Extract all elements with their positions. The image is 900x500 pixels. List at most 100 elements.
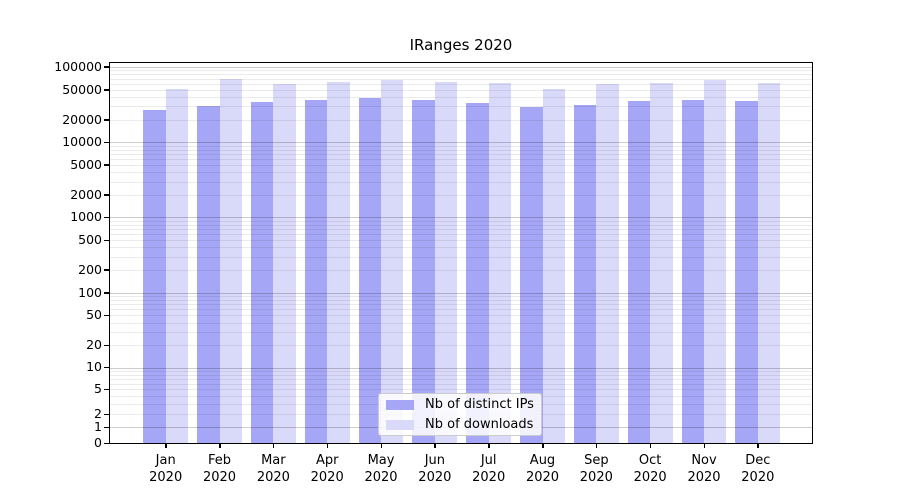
x-tick-label-mar: Mar 2020 <box>246 452 300 486</box>
y-tick-mark <box>104 442 109 444</box>
x-tick-mark <box>219 444 221 448</box>
legend: Nb of distinct IPs Nb of downloads <box>378 393 542 436</box>
x-tick-month: Jun <box>424 453 445 468</box>
bar-downloads-feb <box>219 78 242 443</box>
y-tick-label: 0 <box>94 435 102 450</box>
gridline <box>110 70 812 72</box>
bar-distinct-ips-aug <box>520 106 543 443</box>
bar-downloads-jul <box>488 83 512 443</box>
y-tick-label: 50000 <box>62 81 102 97</box>
x-tick-month: Jul <box>480 453 497 468</box>
legend-label-distinct-ips: Nb of distinct IPs <box>425 397 534 412</box>
bar-distinct-ips-feb <box>197 106 220 443</box>
y-tick-label: 10 <box>86 359 102 375</box>
x-tick-month: May <box>367 453 395 468</box>
bar-distinct-ips-apr <box>304 100 328 443</box>
y-tick-mark <box>104 344 109 347</box>
plot-area <box>109 62 813 444</box>
x-tick-label-jun: Jun 2020 <box>408 452 462 486</box>
x-tick-year: 2020 <box>579 470 613 485</box>
x-tick-year: 2020 <box>364 470 398 485</box>
legend-swatch-downloads-icon <box>386 419 414 430</box>
x-tick-year: 2020 <box>687 470 721 485</box>
bar-downloads-sep <box>596 84 619 443</box>
x-tick-year: 2020 <box>525 470 560 485</box>
bar-downloads-apr <box>327 82 350 443</box>
x-tick-month: Dec <box>745 453 771 468</box>
x-tick-month: Nov <box>691 453 717 468</box>
y-tick-mark <box>104 292 109 294</box>
x-tick-label-dec: Dec 2020 <box>731 452 785 486</box>
bar-distinct-ips-jun <box>412 100 435 443</box>
x-tick-year: 2020 <box>256 470 290 485</box>
y-tick-mark <box>104 119 109 121</box>
bar-distinct-ips-dec <box>735 101 758 443</box>
x-tick-mark <box>703 444 705 448</box>
y-tick-mark <box>104 194 109 196</box>
bar-distinct-ips-oct <box>627 101 651 443</box>
x-tick-mark <box>649 444 652 448</box>
gridline <box>110 67 812 68</box>
bar-downloads-jan <box>165 88 189 443</box>
x-tick-mark <box>272 444 275 448</box>
x-tick-label-apr: Apr 2020 <box>300 452 354 486</box>
x-tick-label-nov: Nov 2020 <box>677 452 731 486</box>
x-tick-month: Aug <box>529 453 556 468</box>
y-tick-mark <box>104 366 109 369</box>
x-tick-label-feb: Feb 2020 <box>193 452 247 486</box>
y-tick-label: 200 <box>78 261 102 277</box>
y-tick-mark <box>104 388 109 391</box>
x-tick-label-oct: Oct 2020 <box>623 452 677 486</box>
x-tick-year: 2020 <box>149 470 183 485</box>
x-tick-year: 2020 <box>418 470 452 485</box>
y-tick-label: 5 <box>94 381 102 397</box>
x-tick-month: Jan <box>155 453 176 468</box>
x-tick-year: 2020 <box>310 470 344 485</box>
y-tick-mark <box>104 66 109 68</box>
y-tick-mark <box>104 164 109 166</box>
bar-distinct-ips-may <box>358 97 381 443</box>
x-tick-month: Sep <box>584 453 609 468</box>
bar-downloads-dec <box>757 82 781 443</box>
y-tick-label: 500 <box>78 232 102 248</box>
x-tick-label-sep: Sep 2020 <box>569 452 623 486</box>
bar-downloads-nov <box>704 79 727 443</box>
y-tick-mark <box>104 413 109 416</box>
x-tick-mark <box>380 444 383 448</box>
bar-distinct-ips-sep <box>573 104 597 443</box>
legend-item-distinct-ips: Nb of distinct IPs <box>379 396 541 413</box>
x-tick-mark <box>757 444 759 448</box>
legend-label-downloads: Nb of downloads <box>425 417 534 432</box>
x-tick-mark <box>542 444 544 448</box>
y-tick-mark <box>104 269 109 271</box>
bar-distinct-ips-nov <box>681 99 704 443</box>
bar-distinct-ips-jul <box>466 103 489 443</box>
x-tick-month: Feb <box>208 453 232 468</box>
y-tick-label: 1000 <box>70 209 102 225</box>
x-tick-label-jul: Jul 2020 <box>462 452 516 486</box>
y-tick-mark <box>104 239 109 242</box>
y-tick-label: 100000 <box>54 58 102 74</box>
chart-title: IRanges 2020 <box>409 36 513 54</box>
bar-downloads-may <box>381 80 404 443</box>
y-tick-label: 10000 <box>62 134 102 150</box>
legend-swatch-distinct-ips-icon <box>386 399 414 410</box>
y-tick-mark <box>104 141 109 144</box>
x-tick-label-aug: Aug 2020 <box>516 452 570 486</box>
bar-downloads-jun <box>434 82 458 443</box>
x-tick-mark <box>595 444 598 448</box>
x-tick-label-jan: Jan 2020 <box>139 452 193 486</box>
y-tick-mark <box>104 314 109 317</box>
y-tick-mark <box>104 216 109 219</box>
x-tick-year: 2020 <box>202 470 237 485</box>
y-tick-label: 50 <box>86 307 102 323</box>
y-tick-label: 20 <box>86 337 102 353</box>
y-tick-label: 2 <box>94 406 102 422</box>
y-tick-mark <box>104 89 109 91</box>
x-tick-mark <box>434 444 436 448</box>
x-tick-month: Apr <box>315 453 339 468</box>
x-tick-label-may: May 2020 <box>354 452 408 486</box>
legend-item-downloads: Nb of downloads <box>379 416 541 433</box>
y-tick-label: 1 <box>94 419 102 435</box>
